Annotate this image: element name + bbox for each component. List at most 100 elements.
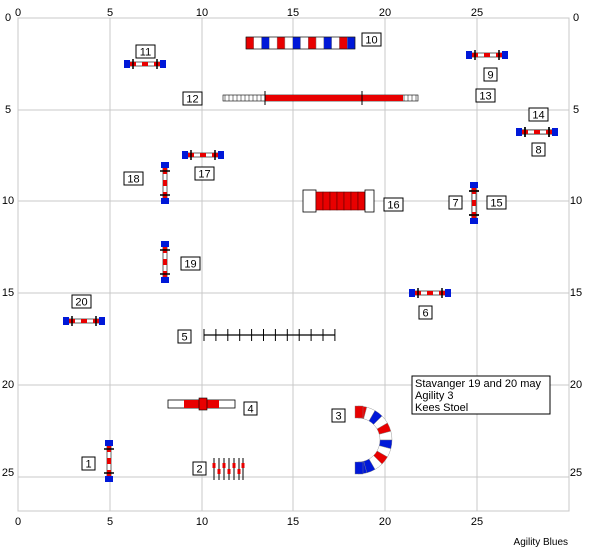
tunnel-segment bbox=[323, 36, 332, 50]
label-number: 11 bbox=[140, 47, 151, 59]
chute-segment bbox=[315, 191, 324, 211]
jump-wing bbox=[99, 317, 105, 325]
tick-label: 10 bbox=[570, 195, 582, 207]
label-number: 2 bbox=[196, 464, 202, 476]
obstacle-label-15: 15 bbox=[486, 195, 507, 210]
label-box bbox=[331, 408, 346, 423]
jump-18 bbox=[160, 162, 170, 204]
label-number: 4 bbox=[247, 404, 253, 416]
chute-segment bbox=[336, 191, 345, 211]
tick-label: 20 bbox=[379, 7, 391, 19]
label-number: 8 bbox=[535, 145, 541, 157]
tunnel-segment bbox=[284, 36, 293, 50]
tunnel-segment bbox=[308, 36, 317, 50]
jump-wing bbox=[105, 440, 113, 446]
jump-wing bbox=[552, 128, 558, 136]
label-box bbox=[528, 107, 549, 122]
obstacle-label-5: 5 bbox=[177, 329, 192, 344]
tunnel-segment bbox=[315, 36, 325, 50]
jump-15 bbox=[469, 182, 479, 224]
label-number: 14 bbox=[532, 110, 544, 122]
tick-label: 10 bbox=[196, 7, 208, 19]
label-number: 16 bbox=[387, 200, 399, 212]
tick-label: 5 bbox=[573, 104, 579, 116]
tick-label: 20 bbox=[570, 379, 582, 391]
tick-label: 15 bbox=[2, 287, 14, 299]
jump-stripe bbox=[107, 458, 111, 464]
obstacle-label-13: 13 bbox=[475, 88, 496, 103]
collapsed-tunnel-16 bbox=[302, 189, 375, 213]
obstacle-label-9: 9 bbox=[483, 67, 498, 82]
jump-wing bbox=[409, 289, 415, 297]
jump-6 bbox=[409, 288, 451, 298]
jump-wing bbox=[161, 198, 169, 204]
obstacle-label-17: 17 bbox=[194, 166, 215, 181]
tick-label: 15 bbox=[570, 287, 582, 299]
tunnel-segment bbox=[354, 461, 364, 475]
jump-1 bbox=[104, 440, 114, 482]
tunnel-segment bbox=[300, 36, 309, 50]
jump-14 bbox=[516, 127, 558, 137]
label-number: 9 bbox=[487, 70, 493, 82]
weave-flag bbox=[212, 463, 216, 468]
obstacle-label-10: 10 bbox=[361, 32, 382, 47]
axis-bottom: 0 5 10 15 20 25 bbox=[15, 516, 483, 528]
jump-stripe bbox=[163, 180, 167, 186]
obstacle-label-19: 19 bbox=[180, 256, 201, 271]
chute-segment bbox=[357, 191, 366, 211]
obstacle-label-18: 18 bbox=[123, 171, 144, 186]
tick-label: 15 bbox=[287, 7, 299, 19]
label-box bbox=[531, 142, 546, 157]
obstacle-label-4: 4 bbox=[243, 401, 258, 416]
jump-wing bbox=[502, 51, 508, 59]
tick-label: 0 bbox=[5, 12, 11, 24]
tick-label: 10 bbox=[196, 516, 208, 528]
tunnel-segment bbox=[253, 36, 262, 50]
weave-poles-2 bbox=[212, 458, 245, 480]
label-number: 13 bbox=[479, 91, 491, 103]
jump-stripe bbox=[534, 130, 540, 134]
tick-label: 5 bbox=[107, 516, 113, 528]
obstacle-label-16: 16 bbox=[383, 197, 404, 212]
obstacles-layer bbox=[63, 36, 558, 482]
label-box bbox=[123, 171, 144, 186]
tick-label: 25 bbox=[2, 467, 14, 479]
label-box bbox=[180, 256, 201, 271]
weave-flag bbox=[241, 463, 245, 468]
tunnel-outline bbox=[245, 36, 356, 50]
footer-brand: Agility Blues bbox=[514, 537, 568, 548]
jump-wing bbox=[161, 277, 169, 283]
chute-segment bbox=[350, 191, 359, 211]
jump-stripe bbox=[472, 200, 476, 206]
label-box bbox=[483, 67, 498, 82]
tick-label: 25 bbox=[471, 7, 483, 19]
chute-segment bbox=[329, 191, 338, 211]
weave-flag bbox=[227, 469, 231, 474]
obstacle-label-7: 7 bbox=[448, 195, 463, 210]
chute-segment bbox=[322, 191, 331, 211]
tire-4 bbox=[167, 397, 236, 411]
jump-stripe bbox=[484, 53, 490, 57]
jump-wing bbox=[182, 151, 188, 159]
label-box bbox=[418, 305, 433, 320]
tunnel-segment bbox=[261, 36, 270, 50]
tunnel-segment bbox=[292, 36, 301, 50]
jump-wing bbox=[470, 218, 478, 224]
label-box bbox=[177, 329, 192, 344]
obstacle-label-14: 14 bbox=[528, 107, 549, 122]
axis-right: 0 5 10 15 20 25 bbox=[570, 12, 582, 479]
tick-label: 20 bbox=[379, 516, 391, 528]
jump-wing bbox=[105, 476, 113, 482]
axis-left: 0 5 10 15 20 25 bbox=[2, 12, 14, 479]
tunnel-3 bbox=[354, 405, 393, 475]
jump-wing bbox=[445, 289, 451, 297]
weave-flag bbox=[222, 463, 226, 468]
jump-wing bbox=[63, 317, 69, 325]
info-event: Stavanger 19 and 20 may bbox=[415, 378, 541, 390]
tunnel-segment bbox=[331, 36, 340, 50]
jump-17 bbox=[182, 150, 224, 160]
tunnel-segment bbox=[347, 36, 356, 50]
label-number: 17 bbox=[198, 169, 210, 181]
